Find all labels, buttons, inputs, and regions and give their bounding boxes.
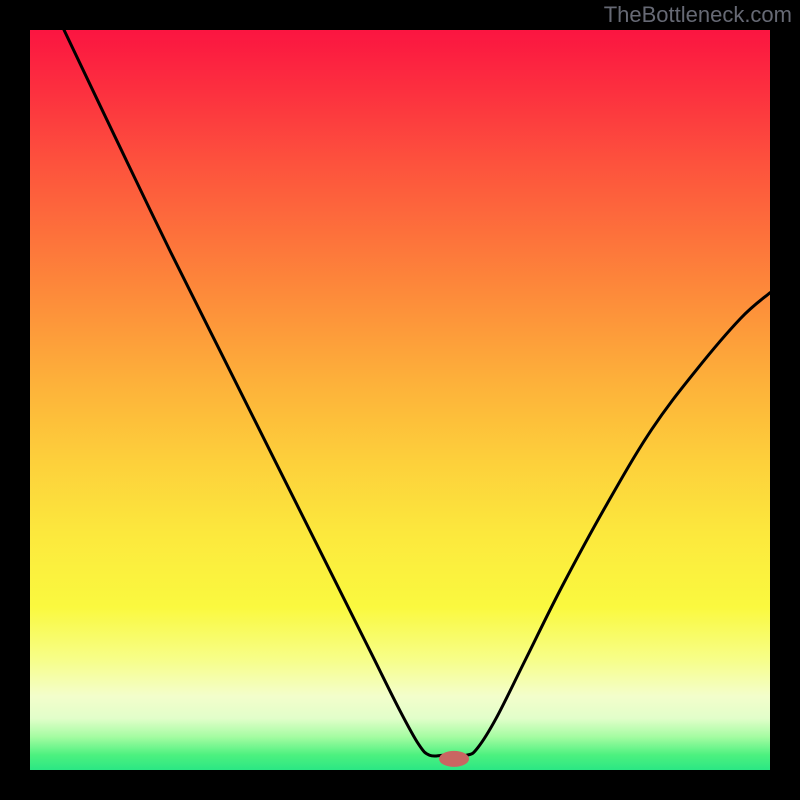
chart-container: TheBottleneck.com bbox=[0, 0, 800, 800]
bottleneck-chart bbox=[0, 0, 800, 800]
plot-background bbox=[30, 30, 770, 770]
optimal-marker bbox=[439, 751, 469, 767]
watermark-text: TheBottleneck.com bbox=[604, 2, 792, 28]
